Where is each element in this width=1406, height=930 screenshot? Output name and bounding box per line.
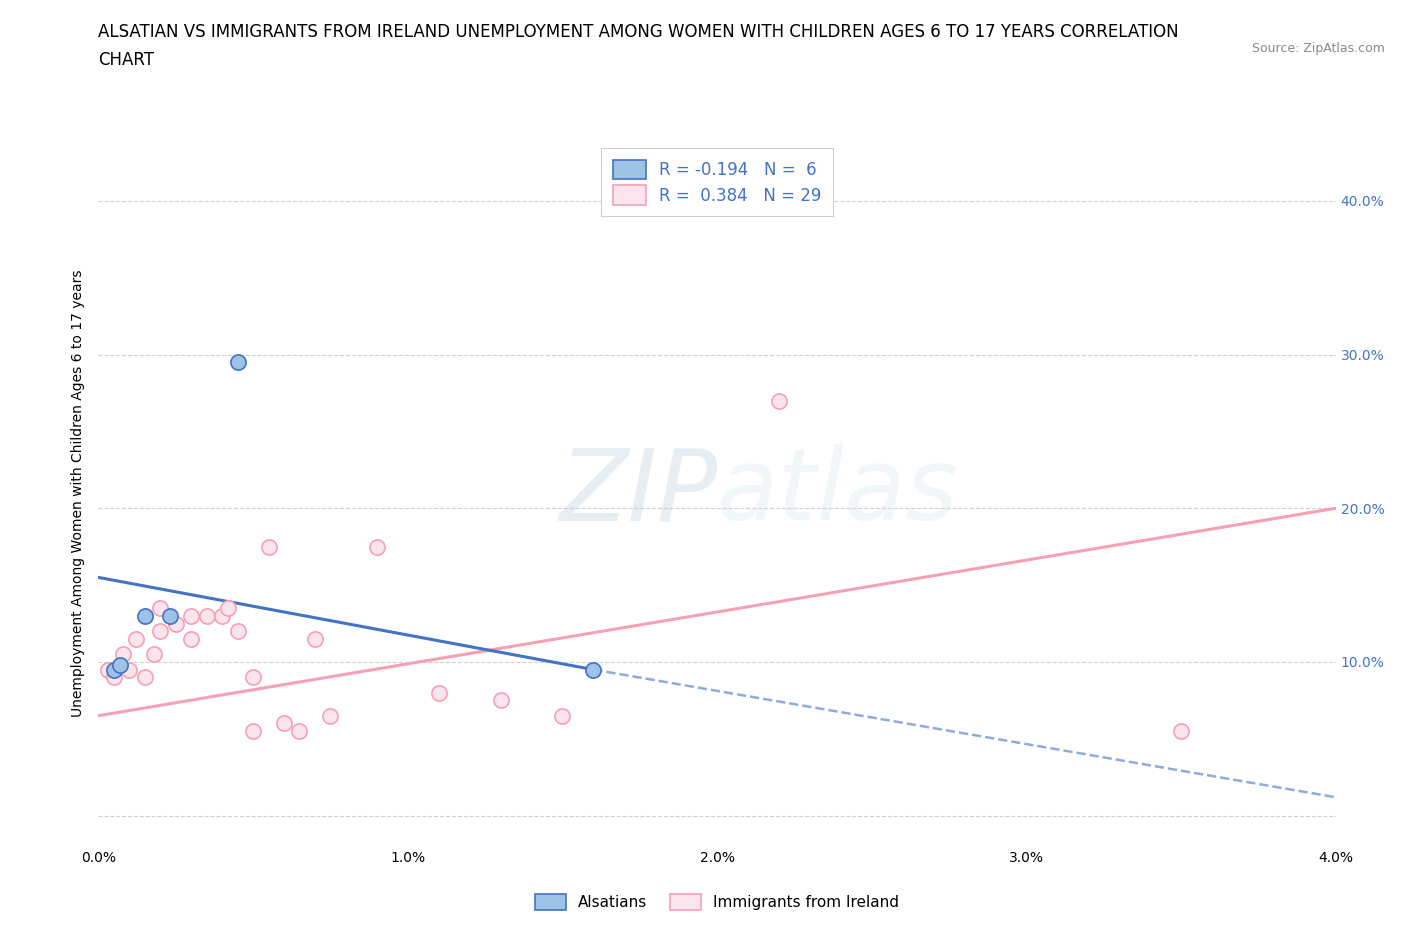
Point [103,670,125,684]
Point [97,662,120,677]
Text: Source: ZipAtlas.com: Source: ZipAtlas.com [1251,42,1385,55]
Point [108,658,131,672]
Point [195,608,218,623]
Text: CHART: CHART [98,51,155,69]
Point [1170,724,1192,738]
Point [582,662,605,677]
Point [242,670,264,684]
Point [304,631,326,646]
Point [149,601,172,616]
Point [257,539,280,554]
Text: ALSATIAN VS IMMIGRANTS FROM IRELAND UNEMPLOYMENT AMONG WOMEN WITH CHILDREN AGES : ALSATIAN VS IMMIGRANTS FROM IRELAND UNEM… [98,23,1180,41]
Point [180,631,202,646]
Point [366,539,388,554]
Text: ZIP: ZIP [558,445,717,541]
Point [118,662,141,677]
Point [288,724,311,738]
Point [134,608,156,623]
Point [768,393,790,408]
Point [427,685,450,700]
Point [143,646,166,661]
Point [551,709,574,724]
Point [489,693,512,708]
Legend: Alsatians, Immigrants from Ireland: Alsatians, Immigrants from Ireland [529,888,905,916]
Point [211,608,233,623]
Point [149,624,172,639]
Point [226,624,249,639]
Point [217,601,239,616]
Point [134,670,156,684]
Point [319,709,342,724]
Text: atlas: atlas [717,445,959,541]
Point [273,716,295,731]
Point [180,608,202,623]
Point [103,662,125,677]
Point [165,616,187,631]
Point [226,355,249,370]
Point [112,646,135,661]
Point [124,631,146,646]
Y-axis label: Unemployment Among Women with Children Ages 6 to 17 years: Unemployment Among Women with Children A… [72,269,86,717]
Point [159,608,181,623]
Point [242,724,264,738]
